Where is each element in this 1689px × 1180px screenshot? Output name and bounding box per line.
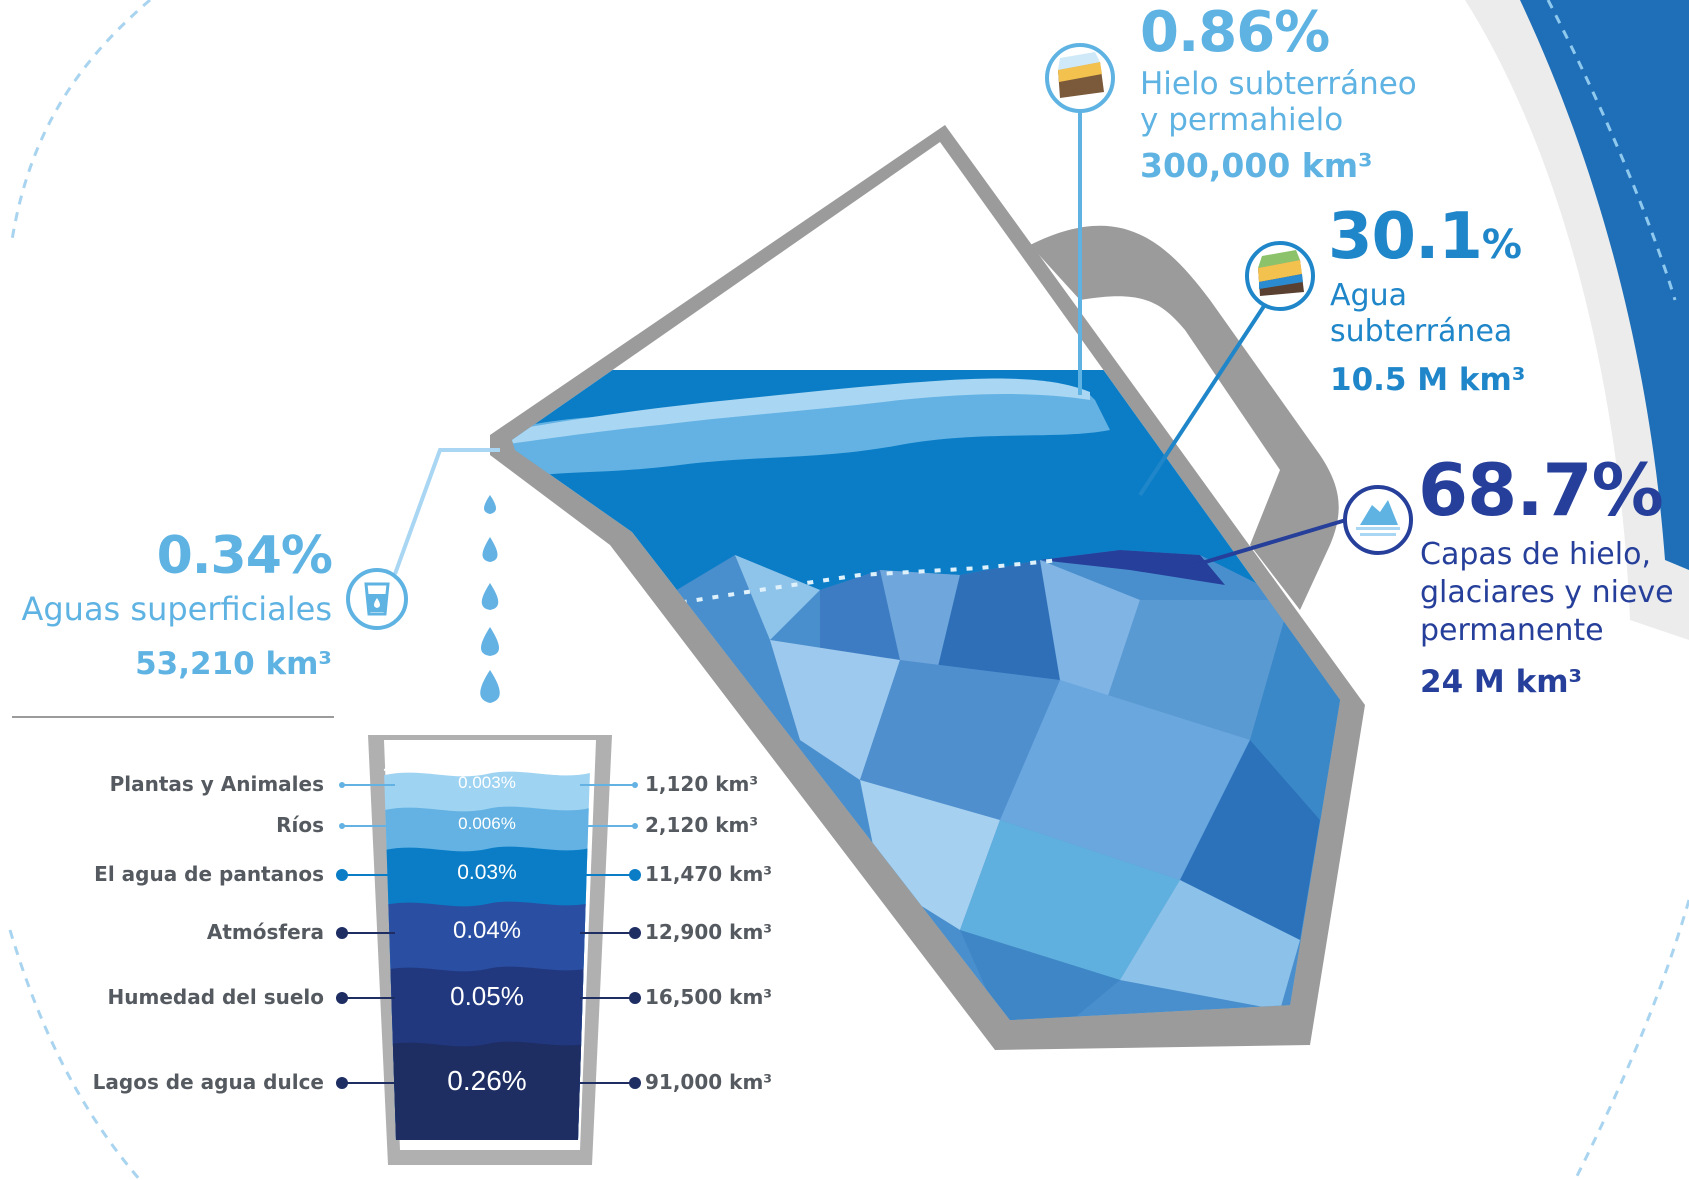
ground-ice-title-line2: y permahielo [1140, 102, 1344, 138]
glass-layer-label: Atmósfera [206, 920, 324, 944]
ice-caps-title-line3: permanente [1420, 613, 1604, 648]
ice-polygon [960, 820, 1180, 980]
glass-layer-percent: 0.26% [447, 1065, 527, 1096]
groundwater-title: Agua subterránea [1330, 278, 1512, 350]
glass-layer-percent: 0.03% [457, 860, 517, 884]
glass-layer-volume: 2,120 km³ [645, 813, 759, 837]
glass-layer-volume: 91,000 km³ [645, 1070, 773, 1094]
water-glass-icon [346, 568, 408, 630]
divider-line [12, 716, 334, 718]
glass-layers [384, 771, 590, 1140]
glass-layer-percent: 0.05% [450, 981, 524, 1011]
connector-groundwater [1138, 298, 1270, 497]
glass-layer-volume: 12,900 km³ [645, 920, 773, 944]
glass-layer-percent: 0.006% [458, 813, 516, 833]
ice-polygon-dark [1040, 550, 1225, 585]
ice-polygon [1100, 600, 1290, 740]
pitcher-water-permafrost [512, 383, 1110, 480]
glass-layer-volume: 11,470 km³ [645, 862, 773, 886]
ice-caps-title: Capas de hielo, glaciares y nieve perman… [1420, 536, 1674, 650]
groundwater-volume: 10.5 M km³ [1330, 362, 1526, 398]
glass-layer-volume: 1,120 km³ [645, 772, 759, 796]
glass-surface-ripple [383, 766, 591, 776]
glass-layer-label: Lagos de agua dulce [92, 1070, 324, 1094]
glass-layer-percent: 0.04% [452, 917, 522, 944]
connector-surface-water [393, 448, 500, 575]
dashed-arc-top-left [10, 0, 151, 241]
groundwater-title-line1: Agua [1330, 278, 1407, 313]
ice-polygon [960, 930, 1120, 1020]
ground-ice-volume: 300,000 km³ [1140, 146, 1373, 185]
ice-polygon [820, 570, 900, 660]
glass-layer-label: Plantas y Animales [109, 772, 324, 796]
surface-water-volume: 53,210 km³ [135, 646, 332, 682]
pitcher-water-surface [512, 378, 1090, 445]
top-right-blue-arc [1520, 0, 1689, 570]
surface-water-percent: 0.34% [156, 526, 333, 586]
ice-caps-title-line2: glaciares y nieve [1420, 575, 1674, 610]
ice-polygon [930, 560, 1060, 700]
glass-layer [384, 1041, 590, 1140]
dashed-arc-top-right [1546, 0, 1677, 301]
glass-layer-percent: 0.003% [458, 772, 516, 792]
glass-layer-label: Humedad del suelo [107, 985, 324, 1009]
ice-polygon [1040, 560, 1140, 720]
glass-layer-volume: 16,500 km³ [645, 985, 773, 1009]
ice-caps-title-line1: Capas de hielo, [1420, 537, 1651, 572]
water-drop-icon [481, 583, 499, 610]
water-drop-icon [482, 537, 498, 562]
ice-caps-volume: 24 M km³ [1420, 664, 1583, 700]
ice-polygon [770, 640, 900, 780]
water-drop-icon [481, 627, 499, 656]
ice-polygon [1000, 680, 1250, 880]
ground-ice-title-line1: Hielo subterráneo [1140, 66, 1417, 102]
ice-polygon [1120, 880, 1300, 1010]
connector-ice-caps [1184, 518, 1347, 570]
ground-ice-title: Hielo subterráneo y permahielo [1140, 66, 1417, 138]
glass-layer-label: El agua de pantanos [94, 862, 324, 886]
ice-shelf-edge [664, 558, 1061, 607]
ice-polygon [880, 570, 960, 700]
groundwater-percent: 30.1 [1328, 200, 1483, 274]
groundwater-title-line2: subterránea [1330, 314, 1513, 349]
iceberg-icon [1343, 485, 1413, 555]
water-drop-icon [480, 670, 500, 703]
ground-ice-percent: 0.86% [1140, 0, 1330, 65]
surface-water-title: Aguas superficiales [21, 590, 332, 628]
dashed-arc-bottom-right [1573, 899, 1689, 1180]
groundwater-layers-icon [1245, 241, 1315, 311]
water-drop-icon [484, 495, 496, 514]
ice-caps-percent: 68.7% [1418, 448, 1664, 532]
ice-polygon [860, 780, 1000, 930]
ice-polygon [1180, 740, 1320, 940]
dashed-arc-bottom-left [8, 929, 142, 1180]
groundwater-percent-sign: % [1481, 222, 1522, 268]
ice-polygon [860, 660, 1060, 820]
permafrost-layers-icon [1045, 43, 1115, 113]
groundwater-percent-block: 30.1% [1328, 200, 1522, 274]
ice-polygon [735, 555, 820, 640]
pitcher-handle [1030, 225, 1339, 610]
glass-layer-label: Ríos [276, 813, 324, 837]
